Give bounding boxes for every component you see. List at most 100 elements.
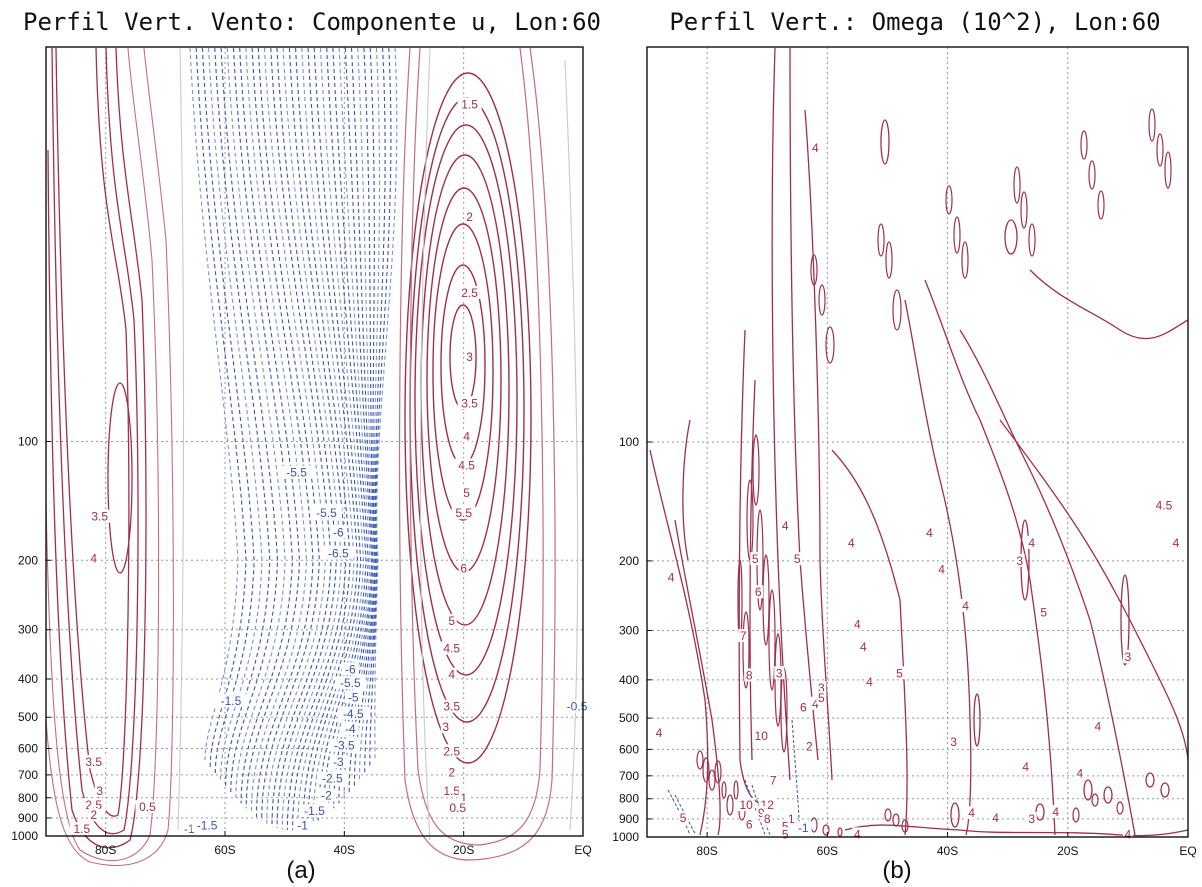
contour-label: 4 [1052, 805, 1059, 819]
contour-line [45, 47, 160, 862]
contour-label: 3.5 [443, 700, 460, 714]
contour-label-bg [458, 790, 469, 804]
contour-label-bg [1151, 498, 1176, 512]
contour-line [999, 419, 1189, 761]
contour-label: -1 [184, 822, 195, 836]
contour-line [189, 47, 239, 761]
contour-label-bg [328, 738, 360, 752]
contour-line [312, 47, 365, 824]
contour-label: 4 [860, 640, 867, 654]
contour-label-bg [341, 721, 359, 735]
contour-label-bg [457, 396, 482, 410]
contour-cell [746, 479, 754, 561]
contour-label-bg [786, 811, 797, 825]
contour-line [1120, 574, 1130, 666]
contour-label: 4 [866, 675, 873, 689]
y-tick-label: 700 [18, 768, 38, 782]
contour-label-bg [780, 819, 791, 833]
contour-label: 5 [752, 552, 759, 566]
contour-label: 4 [448, 668, 455, 682]
contour-line [328, 47, 371, 813]
y-tick-label: 100 [18, 435, 38, 449]
contour-label-bg [768, 773, 779, 787]
contour-label-bg [738, 629, 749, 643]
contour-label: 8 [746, 668, 753, 682]
contour-line [245, 47, 307, 813]
contour-line [369, 47, 392, 767]
contour-line [804, 109, 833, 781]
contour-line [220, 47, 279, 793]
contour-line [564, 59, 579, 831]
contour-cell [721, 781, 727, 799]
contour-line [263, 47, 326, 824]
contour-label: -4 [345, 722, 356, 736]
contour-label-bg [439, 744, 464, 758]
contour-label: -5.5 [286, 466, 307, 480]
contour-label-bg [960, 598, 971, 612]
contour-label-bg [744, 668, 755, 682]
contour-label: 3 [818, 681, 825, 695]
y-tick-label: 400 [18, 672, 38, 686]
contour-label-bg [1170, 535, 1181, 549]
contour-label-bg [798, 700, 809, 714]
contour-line [107, 382, 133, 574]
contour-label: 10 [740, 798, 754, 812]
contour-label: 5.5 [455, 506, 472, 520]
contour-cell [825, 326, 835, 364]
y-tick-label: 900 [18, 811, 38, 825]
contour-line [195, 47, 247, 767]
contour-line [414, 124, 518, 676]
contour-cell [877, 223, 885, 257]
contour-cell [762, 554, 770, 646]
contour-label: 1 [788, 812, 795, 826]
contour-line [364, 47, 386, 774]
y-tick-label: 100 [619, 435, 639, 449]
contour-label-bg [990, 810, 1001, 824]
panel-a-grid [46, 47, 583, 836]
y-tick-label: 200 [619, 554, 639, 568]
contour-label-bg [792, 552, 803, 566]
contour-line [348, 47, 376, 793]
contour-label-bg [654, 725, 665, 739]
contour-cell [1156, 133, 1164, 167]
y-tick-label: 400 [619, 673, 639, 687]
contour-label: 5 [782, 819, 789, 833]
contour-label: 3 [1125, 650, 1132, 664]
contour-label: 3 [776, 666, 783, 680]
x-tick-label: 80S [95, 843, 116, 857]
contour-cell [726, 794, 734, 816]
contour-cell [837, 827, 843, 837]
contour-line [55, 47, 130, 817]
contour-line [201, 47, 255, 774]
contour-label-bg [737, 798, 755, 812]
contour-label: 3 [466, 350, 473, 364]
contour-label: 0.5 [139, 800, 156, 814]
panel-a-x-axis: 80S 60S 40S 20S EQ [95, 831, 592, 857]
contour-cell [1013, 166, 1021, 204]
contour-line [973, 693, 981, 747]
panel-a-y-axis: 100 200 300 400 500 600 700 800 900 1000 [11, 435, 51, 843]
contour-label-bg [1050, 805, 1061, 819]
y-tick-label: 500 [18, 710, 38, 724]
x-tick-label: EQ [1179, 844, 1196, 858]
contour-label: 5 [463, 486, 470, 500]
contour-label: 4 [962, 599, 969, 613]
contour-label-bg [454, 458, 479, 472]
contour-label: 3.5 [85, 755, 102, 769]
contour-label: 4.5 [1156, 499, 1173, 513]
contour-cell [1080, 130, 1088, 160]
contour-line [649, 449, 709, 836]
contour-line [831, 449, 908, 836]
contour-cell [752, 434, 760, 506]
contour-label: 3 [442, 720, 449, 734]
contour-label-bg [864, 674, 875, 688]
contour-line [674, 794, 697, 836]
contour-label-bg [780, 827, 791, 841]
contour-line [771, 47, 791, 781]
contour-label: 10 [755, 729, 769, 743]
contour-label-bg [948, 735, 959, 749]
contour-line [45, 47, 174, 866]
contour-line [51, 47, 139, 835]
contour-label-bg [774, 666, 785, 680]
contour-line [432, 223, 494, 521]
